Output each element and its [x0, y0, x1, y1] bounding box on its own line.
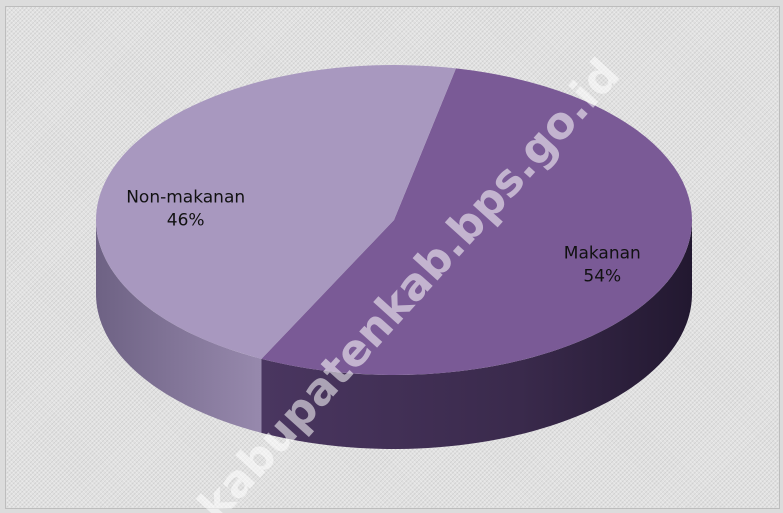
pie-sides [96, 220, 692, 449]
pie-side-non-makanan [96, 220, 262, 433]
slice-value-makanan: 54% [583, 267, 621, 287]
pie-tops [95, 65, 692, 376]
pie-slice-makanan [261, 68, 692, 376]
slice-label-makanan: Makanan [564, 244, 641, 264]
pie-labels: Makanan 54% Non-makanan 46% [126, 188, 641, 287]
pie-side-makanan [261, 220, 692, 449]
slice-label-non-makanan: Non-makanan [126, 188, 245, 208]
pie-slice-non-makanan [95, 65, 456, 359]
slice-value-non-makanan: 46% [167, 211, 205, 231]
